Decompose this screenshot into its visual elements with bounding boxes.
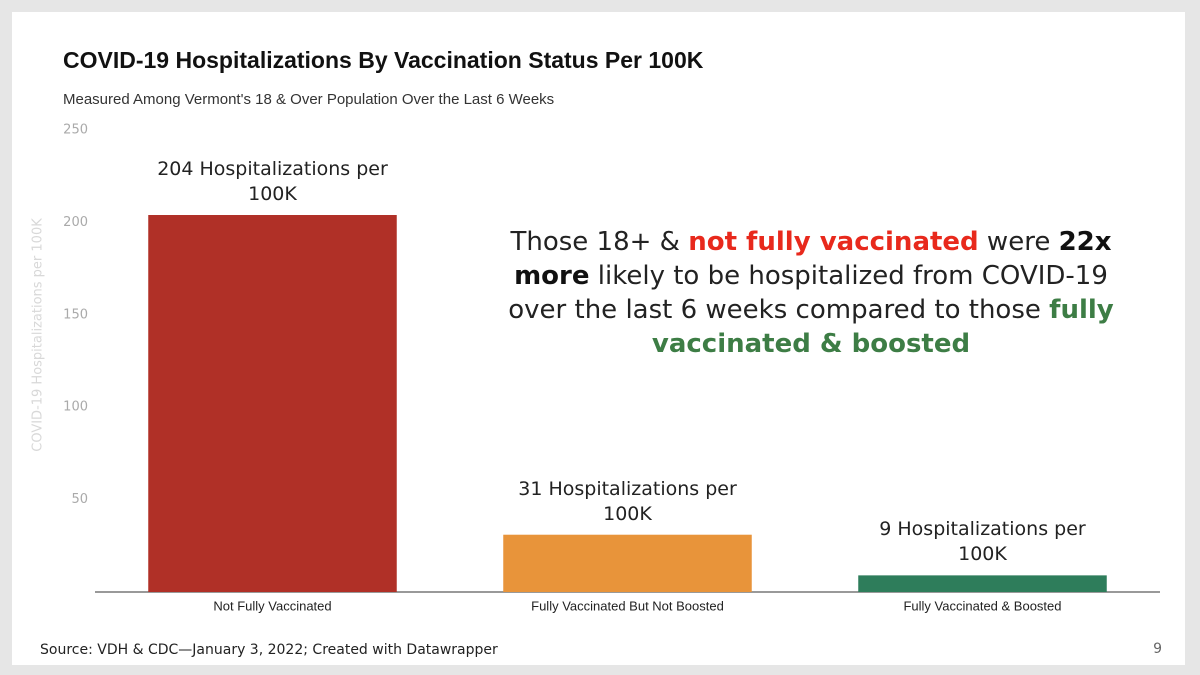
source: Source: VDH & CDC—January 3, 2022; Creat… bbox=[40, 642, 498, 658]
value-label: 31 Hospitalizations per 100K bbox=[518, 477, 737, 525]
page-number: 9 bbox=[1153, 641, 1162, 657]
bar bbox=[858, 575, 1107, 592]
y-tick-label: 150 bbox=[63, 307, 88, 322]
y-tick-label: 50 bbox=[71, 492, 88, 507]
chart-title: COVID-19 Hospitalizations By Vaccination… bbox=[63, 47, 704, 73]
bar bbox=[503, 534, 752, 592]
annotation-segment: 22x more bbox=[514, 227, 1112, 291]
x-tick-label: Not Fully Vaccinated bbox=[213, 598, 331, 613]
y-tick-label: 250 bbox=[63, 123, 88, 138]
annotation-segment: likely to be hospitalized from COVID-19 … bbox=[508, 261, 1108, 325]
y-tick-label: 100 bbox=[63, 400, 88, 415]
annotation: Those 18+ & not fully vaccinated were 22… bbox=[495, 225, 1127, 361]
annotation-segment: Those 18+ & bbox=[510, 227, 689, 257]
x-tick-label: Fully Vaccinated & Boosted bbox=[903, 598, 1061, 613]
y-axis-label: COVID-19 Hospitalizations per 100K bbox=[31, 218, 46, 452]
value-label: 204 Hospitalizations per 100K bbox=[157, 158, 388, 206]
chart-subtitle: Measured Among Vermont's 18 & Over Popul… bbox=[63, 91, 554, 108]
value-label: 9 Hospitalizations per 100K bbox=[879, 518, 1086, 566]
bar bbox=[148, 215, 397, 592]
annotation-segment: fully vaccinated & boosted bbox=[651, 295, 1114, 359]
y-tick-label: 200 bbox=[63, 215, 88, 230]
annotation-segment: not fully vaccinated bbox=[688, 227, 979, 257]
x-tick-label: Fully Vaccinated But Not Boosted bbox=[531, 598, 724, 613]
annotation-segment: were bbox=[978, 227, 1059, 257]
